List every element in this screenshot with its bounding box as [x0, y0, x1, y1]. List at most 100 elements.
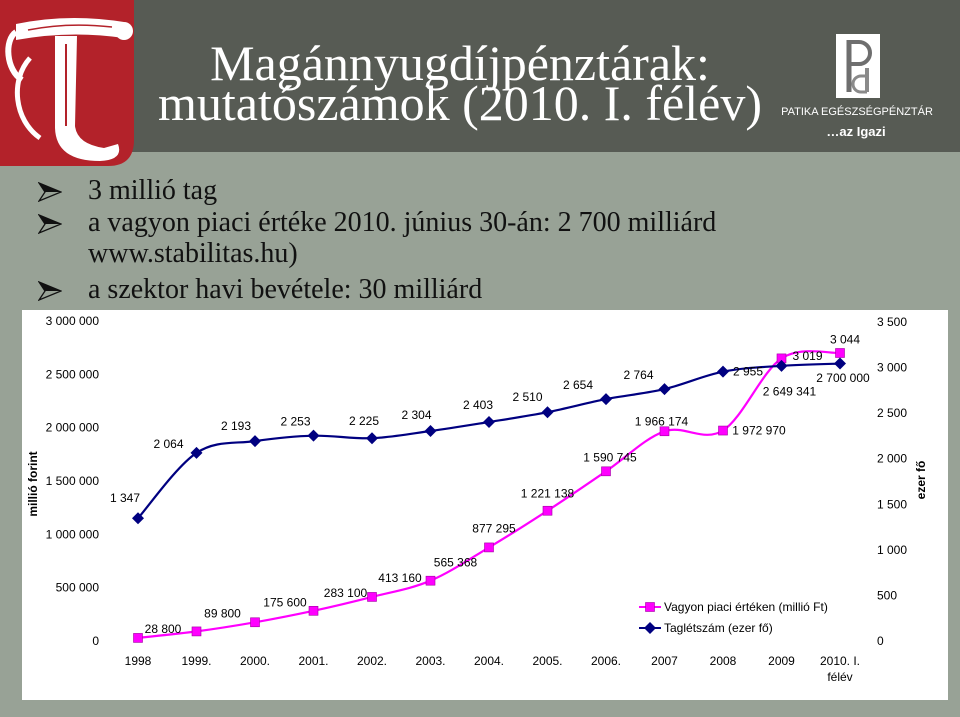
right-axis-tick-label: 0 [877, 634, 884, 648]
legend-marker [645, 602, 655, 612]
right-axis-tick-label: 3 000 [877, 361, 907, 375]
x-axis-tick-label: 2010. I. félév [819, 654, 861, 684]
patika-p-logo-icon [836, 34, 880, 98]
right-axis-tick-label: 1 500 [877, 497, 907, 511]
asset-value-marker [542, 505, 553, 516]
asset-value-marker [191, 626, 202, 637]
legend-label: Taglétszám (ezer fő) [664, 621, 773, 635]
asset-value-marker [835, 348, 845, 358]
left-axis-tick-label: 3 000 000 [46, 314, 100, 328]
member-count-data-label: 1 347 [110, 491, 140, 505]
line-chart: 0 500 000 1 000 000 1 500 000 2 000 000 2 500… [26, 314, 928, 648]
arrow-bullet-icon [37, 181, 63, 203]
x-axis-tick-label: 2003. [415, 654, 446, 668]
asset-value-marker [601, 466, 611, 477]
chart-panel: 0 500 000 1 000 000 1 500 000 2 000 000 2 500… [22, 310, 948, 700]
asset-value-data-label: 413 160 [378, 571, 422, 585]
left-axis-tick-label: 1 500 000 [46, 474, 100, 488]
member-count-data-label: 2 654 [563, 378, 593, 392]
page-title-line-1: Magánnyugdíjpénztárak: [210, 35, 710, 91]
x-axis-tick-label: 2006. [590, 654, 622, 668]
asset-value-marker [718, 425, 728, 436]
page-title: Magánnyugdíjpénztárak: mutatószámok (201… [110, 35, 810, 131]
member-count-marker [834, 357, 846, 370]
left-axis-tick-label: 2 500 000 [46, 367, 100, 381]
asset-value-data-label: 89 800 [204, 606, 241, 620]
asset-value-line [137, 350, 841, 640]
x-axis-tick-label: 2007 [651, 654, 678, 668]
bullet-continuation: www.stabilitas.hu) [0, 238, 960, 270]
asset-value-marker [659, 426, 670, 437]
member-count-marker [132, 512, 144, 525]
asset-value-data-label: 2 649 341 [763, 384, 817, 398]
x-axis-tick-label: 2004. [473, 654, 505, 668]
right-axis-tick-label: 2 500 [877, 406, 907, 420]
member-count-marker [600, 393, 612, 406]
arrow-bullet-icon [37, 213, 63, 235]
asset-value-data-label: 565 368 [434, 556, 478, 570]
right-axis-tick-label: 1 000 [877, 543, 907, 557]
x-axis-tick-label: 2005. [532, 654, 563, 668]
bullet-item: a vagyon piaci értéke 2010. június 30-án… [0, 207, 960, 239]
asset-value-data-label: 28 800 [145, 622, 182, 636]
x-axis-tick-label: 2008 [709, 654, 737, 668]
brand-name: PATIKA EGÉSZSÉGPÉNZTÁR [781, 106, 933, 118]
bullet-continuation-text: www.stabilitas.hu) [88, 238, 298, 269]
title-bar [0, 0, 960, 152]
asset-value-data-label: 1 221 138 [521, 487, 575, 501]
asset-value-marker [133, 633, 143, 643]
x-axis-tick-label: 2001. [298, 654, 329, 668]
asset-value-data-label: 877 295 [472, 521, 516, 535]
member-count-data-label: 2 193 [221, 419, 251, 433]
member-count-marker [424, 425, 437, 438]
left-axis-title: millió forint [26, 451, 40, 516]
asset-value-data-label: 2 700 000 [816, 371, 870, 385]
member-count-marker [658, 383, 671, 396]
member-count-data-label: 2 403 [463, 398, 493, 412]
left-axis-tick-label: 2 000 000 [46, 421, 100, 435]
bullet-text: 3 millió tag [88, 175, 218, 206]
bullet-text: a vagyon piaci értéke 2010. június 30-án… [88, 207, 717, 238]
asset-value-data-label: 175 600 [263, 595, 307, 609]
asset-value-data-label: 283 100 [324, 586, 368, 600]
left-axis-tick-label: 0 [92, 634, 99, 648]
bullet-text: a szektor havi bevétele: 30 milliárd [88, 274, 483, 305]
member-count-marker [775, 359, 788, 372]
asset-value-marker [425, 575, 436, 586]
right-axis-tick-label: 500 [877, 588, 897, 602]
member-count-data-label: 2 955 [733, 365, 763, 379]
member-count-marker [483, 415, 495, 428]
member-count-marker [366, 432, 378, 445]
asset-value-marker [308, 606, 319, 616]
left-axis-tick-label: 500 000 [56, 581, 100, 595]
left-axis-tick-label: 1 000 000 [46, 527, 100, 541]
bullet-item: a szektor havi bevétele: 30 milliárd [0, 274, 960, 306]
member-count-marker [307, 429, 320, 442]
member-count-data-label: 2 225 [349, 414, 379, 428]
member-count-data-label: 2 764 [623, 368, 653, 382]
right-axis-tick-label: 2 000 [877, 452, 907, 466]
right-axis-title: ezer fő [914, 461, 928, 500]
brand-tagline: …az Igazi [826, 124, 886, 139]
member-count-data-label: 3 019 [792, 349, 822, 363]
asset-value-marker [250, 617, 260, 628]
member-count-marker [249, 435, 261, 448]
member-count-marker [717, 365, 729, 378]
x-axis-tick-label: 1999. [181, 654, 212, 668]
legend-marker [644, 622, 656, 634]
x-axis-tick-label: 2000. [239, 654, 271, 668]
asset-value-data-label: 1 966 174 [635, 414, 689, 428]
arrow-bullet-icon [37, 280, 63, 302]
asset-value-marker [367, 592, 377, 602]
member-count-data-label: 2 253 [280, 415, 310, 429]
member-count-data-label: 2 304 [401, 408, 431, 422]
member-count-marker [190, 446, 203, 459]
member-count-data-label: 2 064 [153, 437, 183, 451]
asset-value-data-label: 1 590 745 [583, 450, 637, 464]
member-count-data-label: 2 510 [512, 390, 542, 404]
asset-value-data-label: 1 972 970 [732, 424, 786, 438]
asset-value-marker [484, 542, 494, 553]
page-title-line-2: mutatószámok (2010. I. félév) [158, 75, 762, 131]
member-count-data-label: 3 044 [830, 333, 860, 347]
bullet-item: 3 millió tag [0, 175, 960, 207]
